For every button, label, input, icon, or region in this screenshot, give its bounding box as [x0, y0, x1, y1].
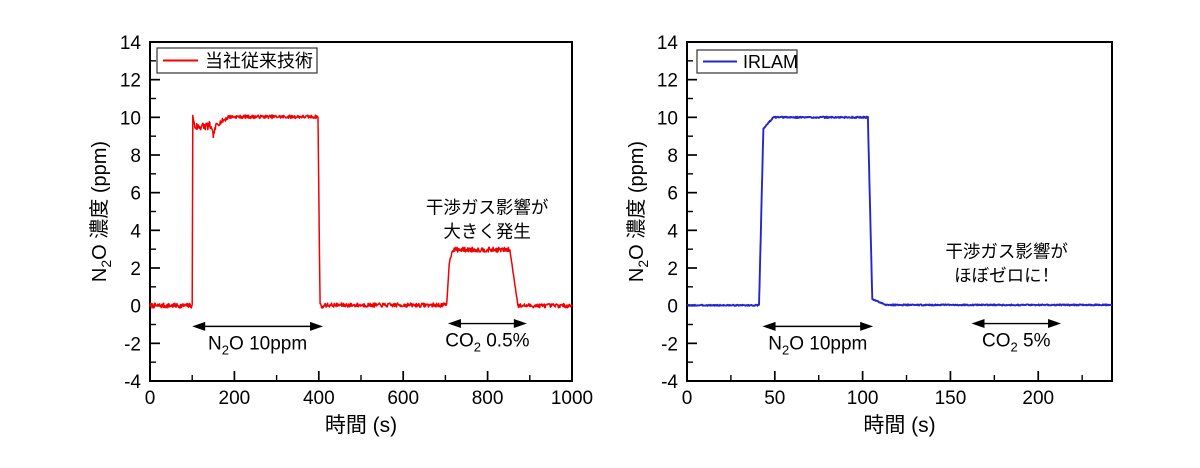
- annotation-line: 干渉ガス影響が: [945, 242, 1068, 262]
- y-tick-label: 0: [130, 297, 141, 318]
- x-tick-label: 800: [472, 388, 504, 409]
- y-tick-label: 12: [120, 71, 141, 92]
- x-tick-label: 0: [682, 388, 693, 409]
- x-tick-label: 600: [387, 388, 419, 409]
- y-tick-label: 2: [667, 259, 678, 280]
- span-arrow-head-left: [447, 319, 461, 329]
- y-axis-title: N2O 濃度 (ppm): [625, 141, 651, 282]
- plot-frame: [686, 41, 1113, 382]
- y-tick-label: 8: [667, 146, 678, 167]
- span-arrow-head-left: [192, 321, 206, 331]
- y-tick-label: 14: [657, 33, 679, 54]
- y-tick-label: 0: [667, 297, 678, 318]
- x-tick-label: 50: [764, 388, 785, 409]
- x-axis-title: 時間 (s): [325, 414, 397, 437]
- span-arrow-head-right: [860, 321, 874, 331]
- y-tick-label: 14: [120, 33, 142, 54]
- annotation-line: ほぼゼロに！: [954, 266, 1059, 286]
- y-tick-label: 4: [130, 221, 141, 242]
- span-arrow-head-right: [310, 321, 324, 331]
- plot-frame: [149, 41, 573, 382]
- y-tick-label: 10: [657, 108, 678, 129]
- y-tick-label: -4: [661, 372, 678, 393]
- x-tick-label: 200: [1022, 388, 1054, 409]
- x-tick-label: 200: [219, 388, 251, 409]
- y-tick-label: 6: [667, 184, 678, 205]
- legend-label: IRLAM: [743, 52, 798, 72]
- span-arrow-label: CO2 0.5%: [445, 331, 529, 355]
- x-axis-title: 時間 (s): [863, 414, 935, 437]
- legend-label: 当社従来技術: [205, 51, 313, 71]
- y-tick-label: 8: [130, 146, 141, 167]
- series-line: [149, 114, 573, 309]
- span-arrow-head-right: [513, 319, 527, 329]
- x-tick-label: 1000: [551, 388, 593, 409]
- annotation-line: 大きく発生: [443, 221, 531, 241]
- span-arrow-head-left: [762, 321, 776, 331]
- y-tick-label: -2: [124, 334, 141, 355]
- y-tick-label: 4: [667, 221, 678, 242]
- y-tick-label: 6: [130, 184, 141, 205]
- x-tick-label: 150: [935, 388, 967, 409]
- y-tick-label: 12: [657, 71, 678, 92]
- x-tick-label: 100: [847, 388, 879, 409]
- span-arrow-label: N2O 10ppm: [768, 333, 867, 357]
- series-line: [686, 115, 1113, 307]
- span-arrow-label: CO2 5%: [982, 331, 1051, 355]
- y-tick-label: -4: [124, 372, 141, 393]
- y-tick-label: 2: [130, 259, 141, 280]
- span-arrow-label: N2O 10ppm: [208, 333, 307, 357]
- span-arrow-head-right: [1048, 319, 1062, 329]
- y-tick-label: -2: [661, 334, 678, 355]
- y-tick-label: 10: [120, 108, 141, 129]
- y-axis-title: N2O 濃度 (ppm): [88, 141, 114, 282]
- span-arrow-head-left: [971, 319, 985, 329]
- x-tick-label: 400: [303, 388, 335, 409]
- x-tick-label: 0: [145, 388, 156, 409]
- annotation-line: 干渉ガス影響が: [426, 197, 549, 217]
- legend-box: [696, 49, 798, 74]
